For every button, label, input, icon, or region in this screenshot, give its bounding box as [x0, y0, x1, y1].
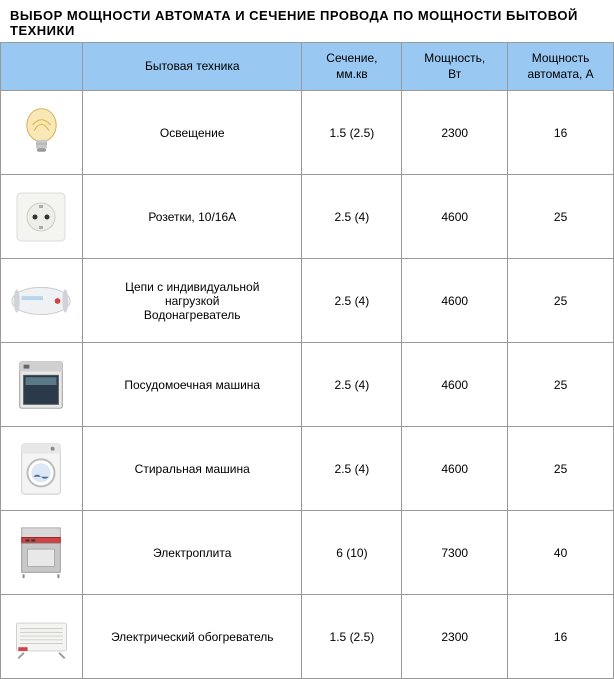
cell-breaker: 25	[508, 259, 614, 343]
page-title: ВЫБОР МОЩНОСТИ АВТОМАТА И СЕЧЕНИЕ ПРОВОД…	[0, 0, 614, 42]
cell-breaker: 25	[508, 343, 614, 427]
washer-icon	[6, 434, 76, 504]
cell-section: 2.5 (4)	[302, 343, 402, 427]
cell-name: Электрический обогреватель	[82, 595, 302, 679]
stove-icon	[6, 518, 76, 588]
table-row: Освещение 1.5 (2.5) 2300 16	[1, 91, 614, 175]
cell-section: 1.5 (2.5)	[302, 91, 402, 175]
cell-icon	[1, 427, 83, 511]
cell-power: 2300	[402, 595, 508, 679]
cell-name: Посудомоечная машина	[82, 343, 302, 427]
table-row: Стиральная машина 2.5 (4) 4600 25	[1, 427, 614, 511]
table-row: Посудомоечная машина 2.5 (4) 4600 25	[1, 343, 614, 427]
cell-section: 2.5 (4)	[302, 175, 402, 259]
cell-power: 4600	[402, 343, 508, 427]
socket-icon	[6, 182, 76, 252]
cell-icon	[1, 91, 83, 175]
cell-power: 2300	[402, 91, 508, 175]
cell-section: 2.5 (4)	[302, 427, 402, 511]
table-row: Цепи с индивидуальнойнагрузкойВодонагрев…	[1, 259, 614, 343]
cell-breaker: 16	[508, 595, 614, 679]
cell-name: Стиральная машина	[82, 427, 302, 511]
header-appliance: Бытовая техника	[82, 43, 302, 91]
cell-breaker: 16	[508, 91, 614, 175]
header-breaker: Мощностьавтомата, А	[508, 43, 614, 91]
table-row: Электроплита 6 (10) 7300 40	[1, 511, 614, 595]
heater-icon	[6, 602, 76, 672]
cell-name: Электроплита	[82, 511, 302, 595]
cell-icon	[1, 511, 83, 595]
cell-name: Цепи с индивидуальнойнагрузкойВодонагрев…	[82, 259, 302, 343]
cell-section: 6 (10)	[302, 511, 402, 595]
dishwasher-icon	[6, 350, 76, 420]
cell-icon	[1, 595, 83, 679]
cell-section: 2.5 (4)	[302, 259, 402, 343]
cell-power: 4600	[402, 259, 508, 343]
cell-icon	[1, 259, 83, 343]
cell-icon	[1, 175, 83, 259]
cell-power: 7300	[402, 511, 508, 595]
bulb-icon	[6, 98, 76, 168]
cell-power: 4600	[402, 175, 508, 259]
cell-icon	[1, 343, 83, 427]
cell-power: 4600	[402, 427, 508, 511]
cell-section: 1.5 (2.5)	[302, 595, 402, 679]
header-empty	[1, 43, 83, 91]
waterheater-icon	[6, 266, 76, 336]
cell-breaker: 40	[508, 511, 614, 595]
table-row: Розетки, 10/16А 2.5 (4) 4600 25	[1, 175, 614, 259]
cell-breaker: 25	[508, 175, 614, 259]
header-power: Мощность,Вт	[402, 43, 508, 91]
header-section: Сечение,мм.кв	[302, 43, 402, 91]
appliance-table: Бытовая техника Сечение,мм.кв Мощность,В…	[0, 42, 614, 679]
cell-breaker: 25	[508, 427, 614, 511]
table-row: Электрический обогреватель 1.5 (2.5) 230…	[1, 595, 614, 679]
cell-name: Розетки, 10/16А	[82, 175, 302, 259]
cell-name: Освещение	[82, 91, 302, 175]
